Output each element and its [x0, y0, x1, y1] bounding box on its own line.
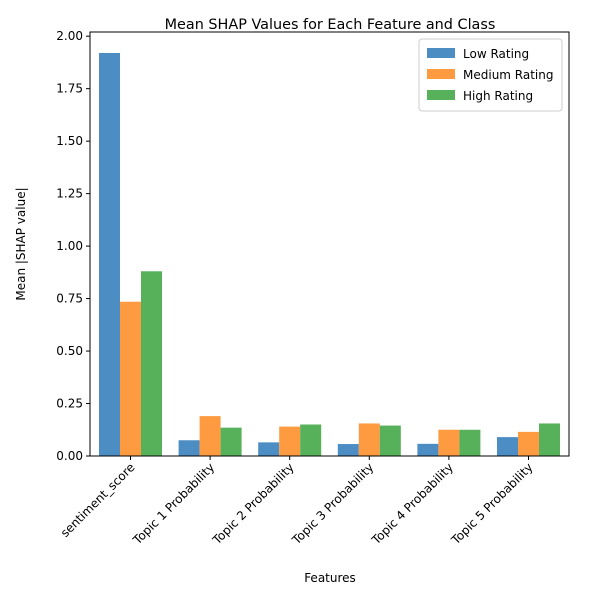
bar	[258, 442, 280, 456]
y-tick-label: 1.25	[56, 187, 83, 201]
bar	[178, 440, 200, 456]
y-tick-label: 0.00	[56, 449, 83, 463]
legend-swatch	[427, 48, 455, 58]
bar	[220, 427, 242, 456]
chart-title: Mean SHAP Values for Each Feature and Cl…	[165, 17, 496, 33]
legend-swatch	[427, 69, 455, 79]
bar	[358, 423, 380, 456]
legend-label: Low Rating	[463, 47, 529, 61]
x-axis-label: Features	[304, 571, 356, 585]
bar	[120, 301, 141, 456]
bar	[459, 429, 481, 456]
bar	[417, 443, 439, 456]
bar	[518, 431, 539, 456]
y-tick-label: 0.75	[56, 292, 83, 306]
bar	[497, 437, 518, 456]
bar	[337, 444, 359, 456]
legend: Low Rating Medium Rating High Rating	[418, 38, 563, 112]
y-tick-label: 1.00	[56, 239, 83, 253]
bar	[379, 425, 401, 456]
legend-swatch	[427, 90, 455, 100]
y-tick-label: 0.50	[56, 344, 83, 358]
bar	[279, 426, 301, 456]
y-axis-label: Mean |SHAP value|	[14, 187, 28, 300]
bar	[99, 52, 120, 456]
bar	[539, 423, 560, 456]
y-tick-label: 1.75	[56, 82, 83, 96]
bar	[438, 429, 460, 456]
bars-layer	[99, 52, 560, 456]
y-tick-label: 1.50	[56, 134, 83, 148]
plot-frame	[89, 31, 570, 457]
y-tick-label: 2.00	[56, 29, 83, 43]
legend-label: High Rating	[463, 89, 533, 103]
y-axis: 0.00 0.25 0.50 0.75 1.00 1.25 1.50 1.75 2.00	[56, 29, 90, 463]
legend-label: Medium Rating	[463, 68, 554, 82]
bar	[300, 424, 322, 456]
bar	[141, 271, 162, 456]
y-tick-label: 0.25	[56, 397, 83, 411]
bar	[199, 416, 221, 456]
